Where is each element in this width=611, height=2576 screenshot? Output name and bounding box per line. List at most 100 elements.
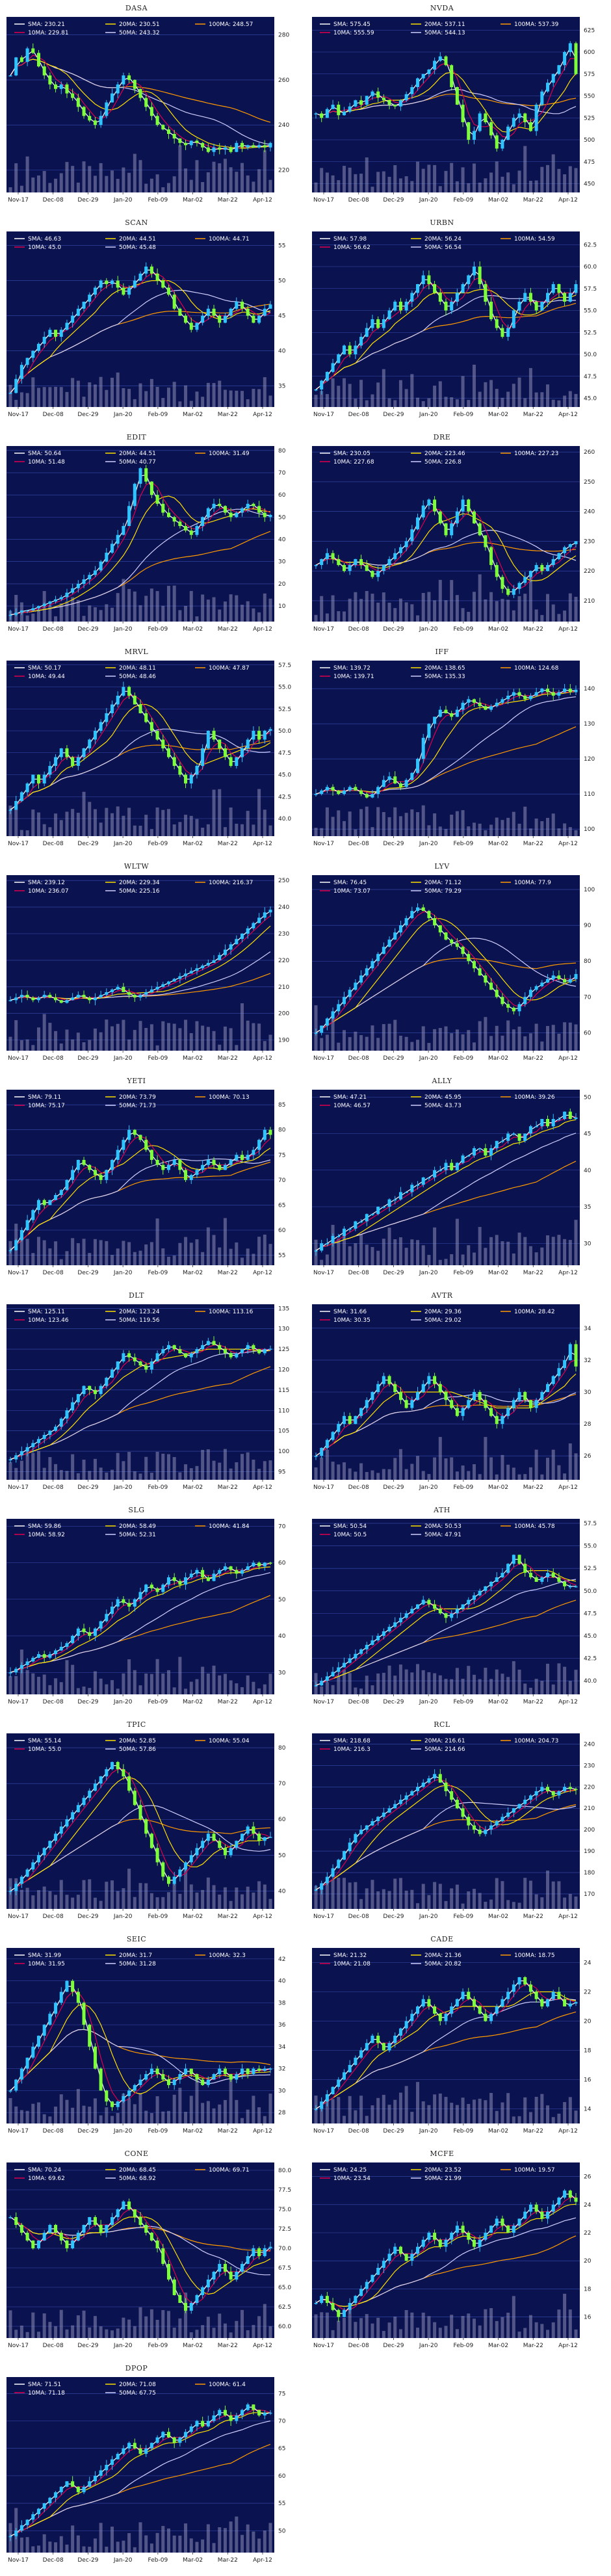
candle-body	[99, 1386, 103, 1395]
volume-bar	[489, 172, 493, 192]
volume-bar	[495, 2320, 499, 2338]
candle-body	[484, 1400, 488, 1408]
volume-bar	[534, 1679, 538, 1694]
volume-bar	[467, 2103, 471, 2123]
candle-body	[88, 116, 92, 121]
candle-body	[8, 809, 12, 811]
candle-body	[484, 113, 488, 122]
volume-bar	[144, 815, 148, 836]
volume-bar	[512, 1029, 515, 1051]
candle-body	[155, 1353, 159, 1361]
candle-body	[155, 986, 159, 990]
candle-body	[246, 1826, 250, 1834]
volume-bar	[212, 2108, 216, 2123]
volume-bar	[189, 1242, 193, 1265]
legend-entry: SMA: 230.05	[333, 451, 370, 457]
candle-body	[337, 1236, 341, 1237]
candle-body	[512, 1133, 515, 1135]
volume-bar	[517, 1670, 521, 1694]
candle-body	[546, 2211, 550, 2219]
volume-bar	[506, 817, 510, 836]
volume-bar	[551, 2117, 555, 2123]
volume-bar	[144, 1027, 148, 1051]
volume-bar	[478, 1227, 482, 1265]
volume-bar	[257, 2107, 261, 2123]
candle-body	[144, 267, 148, 274]
candle-body	[461, 499, 465, 512]
x-tick-label: Feb-09	[148, 841, 168, 847]
volume-bar	[150, 588, 153, 622]
candlestick-chart: 60.062.565.067.570.072.575.077.580.0SMA:…	[6, 2162, 291, 2349]
volume-bar	[252, 1892, 255, 1909]
candle-body	[133, 79, 136, 89]
volume-bar	[138, 1250, 142, 1265]
candle-body	[65, 1643, 69, 1647]
x-tick-label: Mar-02	[183, 1270, 203, 1276]
y-tick-label: 240	[584, 1741, 595, 1748]
y-tick-label: 55	[278, 243, 285, 250]
volume-bar	[59, 1259, 63, 1265]
y-tick-label: 42.5	[278, 794, 291, 800]
volume-bar	[59, 1880, 63, 1909]
x-tick-label: Jan-20	[113, 1270, 133, 1276]
volume-bar	[450, 1457, 454, 1480]
volume-bar	[398, 178, 402, 192]
candle-body	[206, 2421, 210, 2426]
candle-body	[99, 1776, 103, 1784]
y-tick-label: 260	[584, 449, 595, 456]
candle-body	[551, 1573, 555, 1577]
candle-body	[444, 1392, 448, 1400]
candle-body	[461, 105, 465, 122]
candle-body	[178, 2437, 182, 2443]
volume-bar	[218, 1247, 222, 1265]
candle-body	[331, 2303, 335, 2310]
volume-bar	[166, 1256, 170, 1265]
candle-body	[54, 2225, 58, 2233]
volume-bar	[155, 591, 159, 622]
volume-bar	[444, 1026, 448, 1051]
candle-body	[263, 2248, 266, 2256]
legend-entry: 10MA: 236.07	[28, 888, 69, 895]
x-tick-label: Feb-09	[148, 197, 168, 204]
volume-bar	[54, 1464, 58, 1480]
candle-body	[99, 561, 103, 571]
candle-body	[133, 1599, 136, 1607]
candle-body	[246, 1155, 250, 1160]
candle-body	[240, 2068, 244, 2075]
volume-bar	[184, 605, 188, 622]
volume-bar	[433, 600, 437, 622]
y-tick-label: 220	[278, 167, 289, 174]
candle-body	[540, 982, 544, 986]
volume-bar	[421, 1670, 425, 1694]
volume-bar	[82, 1460, 86, 1480]
candle-body	[138, 995, 142, 998]
candle-body	[517, 2218, 521, 2226]
candle-body	[365, 1644, 369, 1649]
candle-body	[166, 2432, 170, 2438]
candle-body	[563, 547, 567, 553]
legend-entry: 100MA: 537.39	[514, 21, 559, 28]
candle-body	[218, 739, 222, 748]
volume-bar	[206, 2317, 210, 2338]
candle-body	[189, 2303, 193, 2311]
volume-bar	[450, 1888, 454, 1909]
volume-bar	[557, 2113, 561, 2123]
volume-bar	[421, 1471, 425, 1480]
volume-bar	[122, 1461, 125, 1480]
volume-bar	[133, 2104, 136, 2123]
volume-bar	[478, 1474, 482, 1480]
candle-body	[263, 1129, 266, 1140]
candle-body	[398, 1392, 402, 1400]
volume-bar	[218, 163, 222, 192]
candle-body	[331, 363, 335, 372]
volume-bar	[218, 789, 222, 836]
candle-body	[155, 2437, 159, 2443]
candle-body	[472, 1148, 476, 1156]
chart-panel: ATH 40.0 42.5 45.0 47.5 50.0 52.5 55.0 57.5 SMA: …	[306, 1502, 611, 1716]
volume-bar	[500, 1881, 504, 1909]
volume-bar	[218, 609, 222, 622]
y-tick-label: 250	[584, 479, 595, 486]
candle-body	[82, 107, 86, 116]
candle-body	[144, 2225, 148, 2233]
